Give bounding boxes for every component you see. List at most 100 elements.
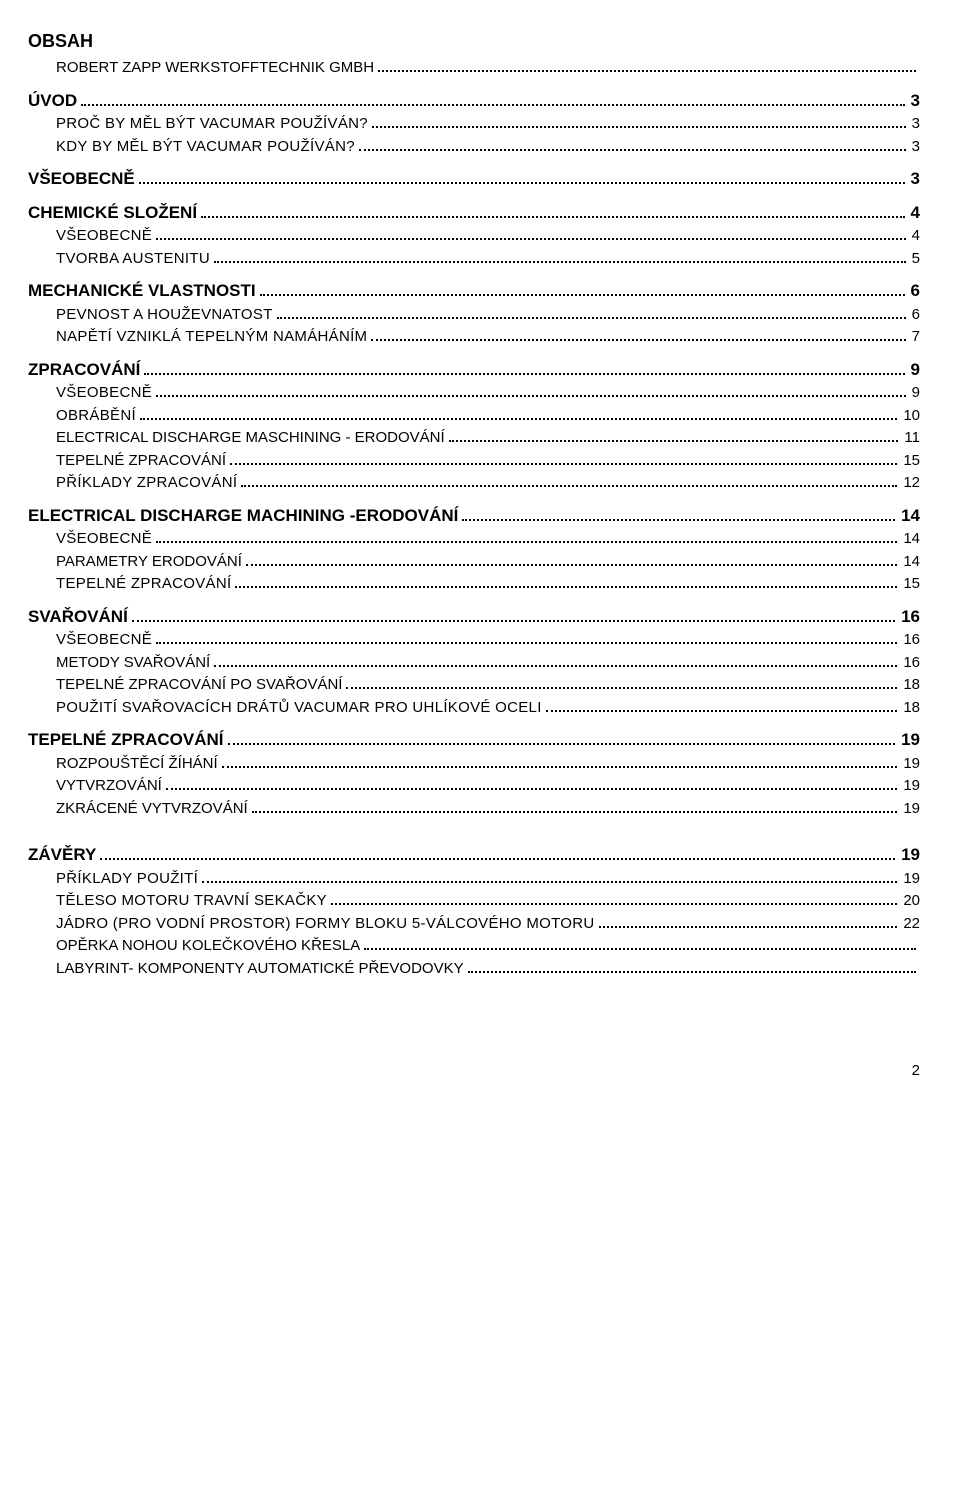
toc-dots [156, 642, 897, 644]
toc-entry-text: ELECTRICAL DISCHARGE MASCHINING - ERODOV… [56, 427, 445, 450]
toc-entry: METODY SVAŘOVÁNÍ 16 [56, 652, 920, 675]
toc-entry: ZKRÁCENÉ VYTVRZOVÁNÍ19 [56, 798, 920, 821]
toc-entry: VŠEOBECNĚ 3 [28, 166, 920, 192]
toc-entry-page: 18 [901, 697, 920, 720]
toc-dots [277, 317, 906, 319]
toc-entry: ZPRACOVÁNÍ 9 [28, 357, 920, 383]
toc-entry-text: METODY SVAŘOVÁNÍ [56, 652, 210, 675]
toc-entry-page: 6 [910, 304, 920, 327]
toc-entry-page: 16 [899, 604, 920, 630]
toc-entry-page: 9 [910, 382, 920, 405]
toc-entry-text: TEPELNÉ ZPRACOVÁNÍ [56, 573, 231, 596]
toc-entry: VŠEOBECNĚ9 [56, 382, 920, 405]
toc-dots [100, 858, 895, 860]
toc-dots [222, 766, 898, 768]
toc-dots [371, 339, 905, 341]
toc-entry-text: CHEMICKÉ SLOŽENÍ [28, 200, 197, 226]
toc-dots [331, 903, 897, 905]
toc-dots [462, 519, 895, 521]
toc-entry-text: ÚVOD [28, 88, 77, 114]
toc-dots [372, 126, 906, 128]
toc-dots [599, 926, 898, 928]
toc-dots [364, 948, 916, 950]
toc-dots [201, 216, 904, 218]
toc-entry: VŠEOBECNĚ14 [56, 528, 920, 551]
toc-entry-page: 16 [901, 652, 920, 675]
toc-entry: OPĚRKA NOHOU KOLEČKOVÉHO KŘESLA [56, 935, 920, 958]
toc-entry-page: 4 [910, 225, 920, 248]
toc-dots [156, 395, 906, 397]
toc-entry-text: TĚLESO MOTORU TRAVNÍ SEKAČKY [56, 890, 327, 913]
toc-entry: NAPĚTÍ VZNIKLÁ TEPELNÝM NAMÁHÁNÍM 7 [56, 326, 920, 349]
toc-entry: KDY BY MĚL BÝT VACUMAR POUŽÍVÁN? 3 [56, 136, 920, 159]
toc-entry-text: OPĚRKA NOHOU KOLEČKOVÉHO KŘESLA [56, 935, 360, 958]
toc-entry-page: 3 [910, 113, 920, 136]
toc-dots [144, 373, 904, 375]
toc-entry-text: TEPELNÉ ZPRACOVÁNÍ [56, 450, 226, 473]
toc-entry-text: ZÁVĚRY [28, 842, 96, 868]
toc-entry: ÚVOD3 [28, 88, 920, 114]
toc-entry: ELECTRICAL DISCHARGE MASCHINING - ERODOV… [56, 427, 920, 450]
toc-entry-text: ZPRACOVÁNÍ [28, 357, 140, 383]
toc-entry-page: 14 [901, 551, 920, 574]
toc-subhead-line: ROBERT ZAPP WERKSTOFFTECHNIK GMBH [56, 57, 920, 80]
toc-entry-page: 12 [901, 472, 920, 495]
toc-entry-page: 16 [901, 629, 920, 652]
toc-entry: OBRÁBĚNÍ 10 [56, 405, 920, 428]
toc-entry-text: PEVNOST A HOUŽEVNATOST [56, 304, 273, 327]
toc-entry-text: OBRÁBĚNÍ [56, 405, 136, 428]
toc-dots [468, 971, 916, 973]
toc-dots [449, 440, 899, 442]
toc-entry: ROZPOUŠTĚCÍ ŽÍHÁNÍ19 [56, 753, 920, 776]
toc-entry-text: VŠEOBECNĚ [56, 225, 152, 248]
toc-entry-page: 19 [901, 868, 920, 891]
toc-entry-text: VŠEOBECNĚ [28, 166, 135, 192]
toc-entry-text: KDY BY MĚL BÝT VACUMAR POUŽÍVÁN? [56, 136, 355, 159]
toc-entry-text: NAPĚTÍ VZNIKLÁ TEPELNÝM NAMÁHÁNÍM [56, 326, 367, 349]
toc-entry: LABYRINT- KOMPONENTY AUTOMATICKÉ PŘEVODO… [56, 958, 920, 981]
toc-entry-text: MECHANICKÉ VLASTNOSTI [28, 278, 256, 304]
toc-entry: JÁDRO (PRO VODNÍ PROSTOR) FORMY BLOKU 5-… [56, 913, 920, 936]
toc-entry-page: 3 [910, 136, 920, 159]
toc-entry-text: SVAŘOVÁNÍ [28, 604, 128, 630]
toc-entry-text: VŠEOBECNĚ [56, 629, 152, 652]
toc-entry-page: 19 [899, 842, 920, 868]
toc-entry: TEPELNÉ ZPRACOVÁNÍ19 [28, 727, 920, 753]
toc-entry-text: TEPELNÉ ZPRACOVÁNÍ PO SVAŘOVÁNÍ [56, 674, 342, 697]
toc-entry-page: 9 [909, 357, 920, 383]
toc-entry-text: PŘÍKLADY ZPRACOVÁNÍ [56, 472, 237, 495]
toc-entry-text: JÁDRO (PRO VODNÍ PROSTOR) FORMY BLOKU 5-… [56, 913, 595, 936]
toc-entry: ELECTRICAL DISCHARGE MACHINING -ERODOVÁN… [28, 503, 920, 529]
toc-dots [132, 620, 895, 622]
toc-entry-page: 19 [899, 727, 920, 753]
toc-entry-text: PARAMETRY ERODOVÁNÍ [56, 551, 242, 574]
toc-dots [156, 541, 897, 543]
toc-entry: VŠEOBECNĚ 16 [56, 629, 920, 652]
toc-entry: CHEMICKÉ SLOŽENÍ 4 [28, 200, 920, 226]
toc-entry: TĚLESO MOTORU TRAVNÍ SEKAČKY 20 [56, 890, 920, 913]
toc-entry: MECHANICKÉ VLASTNOSTI6 [28, 278, 920, 304]
toc-dots [246, 564, 897, 566]
toc-entry: PROČ BY MĚL BÝT VACUMAR POUŽÍVÁN?3 [56, 113, 920, 136]
toc-dots [139, 182, 905, 184]
toc-dots [166, 788, 897, 790]
toc-entry: ZÁVĚRY 19 [28, 842, 920, 868]
toc-entry-page: 10 [901, 405, 920, 428]
toc-entry-page: 20 [901, 890, 920, 913]
toc-container: ÚVOD3PROČ BY MĚL BÝT VACUMAR POUŽÍVÁN?3K… [28, 88, 920, 981]
toc-dots [235, 586, 897, 588]
toc-entry-page: 5 [910, 248, 920, 271]
toc-entry-text: ZKRÁCENÉ VYTVRZOVÁNÍ [56, 798, 248, 821]
toc-entry-text: PŘÍKLADY POUŽITÍ [56, 868, 198, 891]
toc-entry: PŘÍKLADY POUŽITÍ 19 [56, 868, 920, 891]
toc-entry: VYTVRZOVÁNÍ19 [56, 775, 920, 798]
toc-entry: PARAMETRY ERODOVÁNÍ 14 [56, 551, 920, 574]
toc-entry: TEPELNÉ ZPRACOVÁNÍ PO SVAŘOVÁNÍ18 [56, 674, 920, 697]
toc-entry-text: VŠEOBECNĚ [56, 528, 152, 551]
toc-entry-page: 7 [910, 326, 920, 349]
toc-entry-page: 4 [909, 200, 920, 226]
toc-dots [260, 294, 905, 296]
toc-entry-page: 3 [909, 166, 920, 192]
toc-entry-text: ELECTRICAL DISCHARGE MACHINING -ERODOVÁN… [28, 503, 458, 529]
toc-dots [378, 70, 916, 72]
